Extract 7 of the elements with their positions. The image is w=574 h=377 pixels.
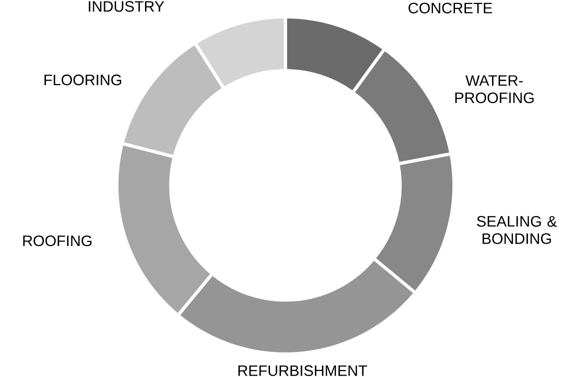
slice-label: SEALING & BONDING	[477, 216, 557, 244]
slice-label: FLOORING	[44, 74, 122, 86]
slice-label: ROOFING	[23, 235, 92, 246]
slice-label: WATER-PROOFING	[455, 75, 534, 104]
slice-label: REFURBISHMENT	[238, 365, 368, 376]
slice-label: CONCRETE	[408, 2, 492, 14]
slice-label: INDUSTRY	[88, 1, 164, 12]
